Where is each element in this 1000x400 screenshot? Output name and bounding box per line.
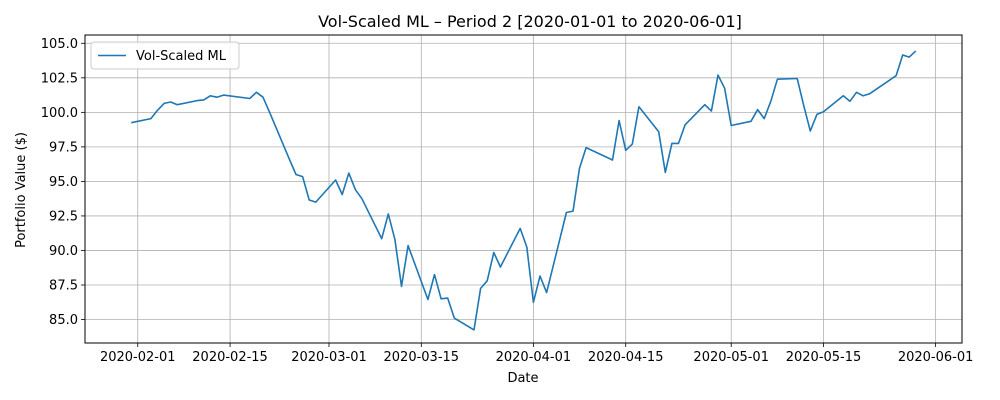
y-axis-label: Portfolio Value ($) [14,132,29,248]
x-axis-label: Date [507,371,538,386]
x-tick-label: 2020-05-01 [693,350,769,365]
x-tick-label: 2020-04-15 [588,350,664,365]
y-tick-label: 92.5 [49,209,78,224]
y-tick-label: 95.0 [49,175,78,190]
y-tick-label: 97.5 [49,140,78,155]
x-tick-label: 2020-04-01 [496,350,572,365]
x-tick-label: 2020-02-15 [192,350,268,365]
x-tick-label: 2020-06-01 [898,350,974,365]
x-tick-label: 2020-03-15 [384,350,460,365]
y-tick-label: 87.5 [49,278,78,293]
y-axis: 85.0 87.5 90.0 92.5 95.0 97.5 100.0 102.5 105.0 [41,37,85,328]
series-line [131,50,917,331]
x-tick-label: 2020-05-15 [786,350,862,365]
y-tick-label: 90.0 [49,244,78,259]
legend-label: Vol-Scaled ML [136,49,227,64]
series-layer [131,50,917,331]
x-axis: 2020-02-01 2020-02-15 2020-03-01 2020-03-15… [100,343,973,365]
chart-title: Vol-Scaled ML – Period 2 [2020-01-01 to … [318,12,742,31]
grid [85,35,962,343]
legend-box [90,41,240,70]
x-tick-label: 2020-03-01 [291,350,367,365]
y-tick-label: 105.0 [41,37,78,52]
x-tick-label: 2020-02-01 [100,350,176,365]
y-tick-label: 102.5 [41,71,78,86]
y-tick-label: 100.0 [41,106,78,121]
y-tick-label: 85.0 [49,313,78,328]
plot-frame [84,34,963,344]
legend: Vol-Scaled ML [90,41,240,70]
